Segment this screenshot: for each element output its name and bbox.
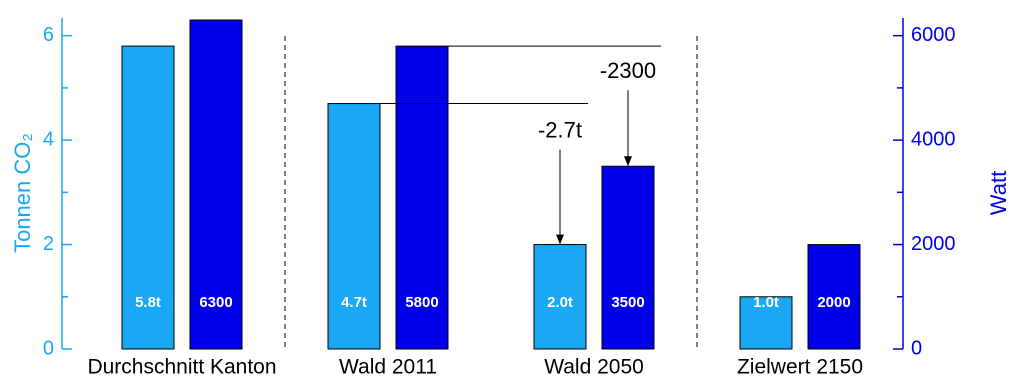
arrow-head	[624, 156, 632, 167]
y-axis-label: Tonnen CO₂	[10, 133, 35, 253]
y2-tick-label: 2000	[911, 233, 956, 255]
y2-tick-label: 6000	[911, 24, 956, 46]
value-label: 6300	[199, 294, 232, 311]
bar	[327, 103, 381, 350]
y2-tick-label: 0	[911, 337, 922, 359]
value-label: 5.8t	[135, 294, 161, 311]
y-tick-label: 0	[43, 337, 54, 359]
bar	[121, 45, 175, 350]
value-label: 1.0t	[753, 294, 779, 311]
y2-tick-label: 4000	[911, 128, 956, 150]
x-tick-label: Wald 2011	[339, 356, 437, 379]
value-label: 2000	[817, 294, 850, 311]
x-tick-label: Wald 2050	[544, 356, 644, 379]
bar	[807, 244, 861, 350]
y-tick-label: 6	[43, 24, 54, 46]
bar	[601, 165, 655, 350]
bar	[189, 19, 243, 350]
x-tick-label: Zielwert 2150	[737, 356, 863, 379]
y-tick-label: 4	[43, 128, 54, 150]
value-label: 2.0t	[547, 294, 573, 311]
x-tick-label: Durchschnitt Kanton	[87, 356, 276, 379]
y-tick-label: 2	[43, 233, 54, 255]
value-label: 4.7t	[341, 294, 367, 311]
value-label: 5800	[405, 294, 438, 311]
arrow-head	[556, 234, 564, 245]
value-label: 3500	[611, 294, 644, 311]
y2-axis-label: Watt	[986, 171, 1011, 215]
bar	[739, 296, 793, 350]
annotation: -2.7t	[538, 117, 582, 142]
annotation: -2300	[600, 58, 656, 83]
bar	[395, 45, 449, 350]
